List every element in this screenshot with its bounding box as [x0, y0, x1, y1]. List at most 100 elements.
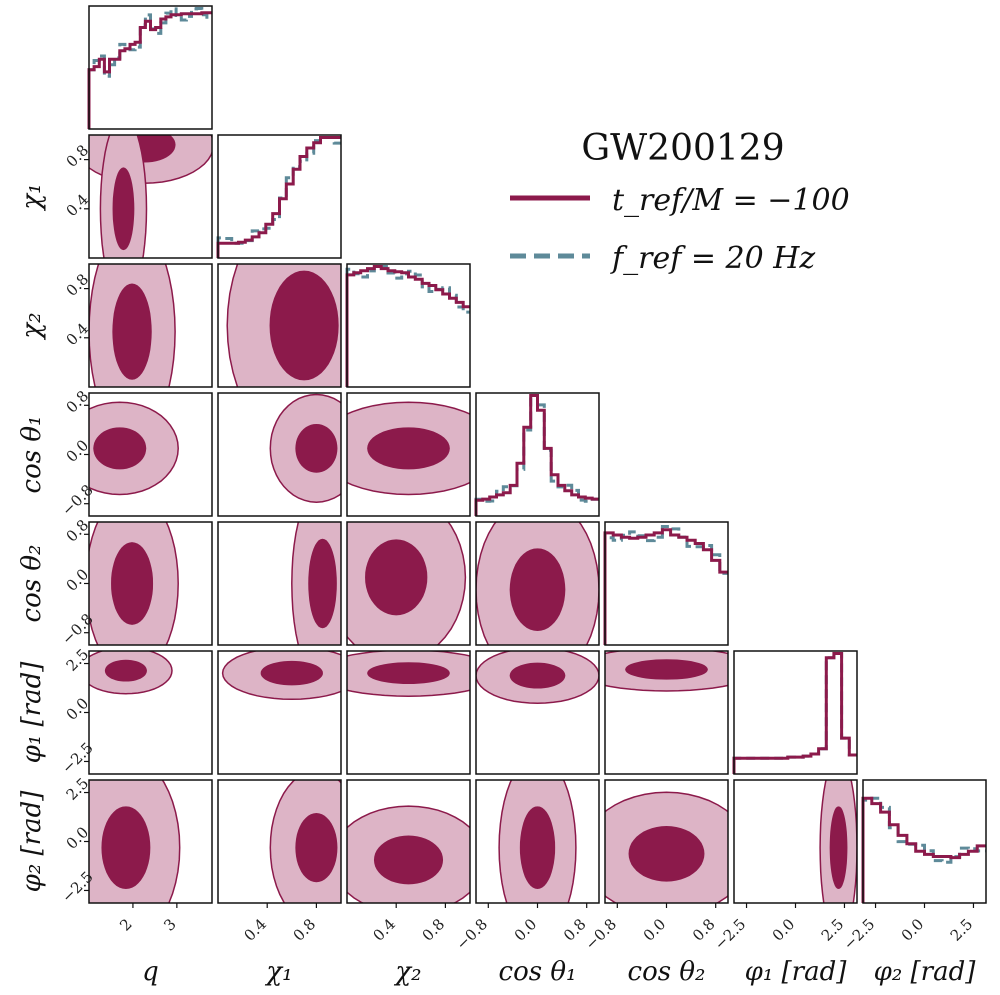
panel-frame: [475, 650, 600, 775]
ylabel-cos_theta2: cos θ₂: [17, 545, 47, 623]
ytick-cos_theta2: 0.8: [63, 516, 93, 546]
panel-phi1-chi1: [217, 650, 342, 775]
ylabel-phi1: φ₁ [rad]: [17, 661, 47, 764]
ytick-phi2: 2.5: [63, 774, 93, 804]
panel-frame: [604, 521, 729, 646]
panel-cos_theta1-cos_theta1: [474, 392, 600, 517]
contour-50-cos_theta2-q-0: [111, 542, 154, 625]
panel-phi2-phi2: −2.5 0.0 2.5: [840, 779, 987, 954]
xtick-phi1: 0.0: [769, 915, 799, 945]
panel-frame: [217, 779, 342, 904]
hist-tref-phi2: [861, 796, 986, 903]
panel-frame: [217, 521, 342, 646]
panel-frame: [217, 134, 342, 259]
panel-frame: [346, 650, 471, 775]
contour-50-phi2-phi1-0: [829, 806, 848, 889]
xtick-q: 2: [116, 915, 135, 934]
contour-50-cos_theta2-cos_theta1-0: [509, 548, 566, 631]
xtick-q: 3: [160, 915, 179, 934]
hist-tref-chi2: [345, 265, 470, 387]
panel-frame: [346, 392, 471, 517]
panel-cos_theta2-chi1: [217, 521, 342, 646]
panel-phi1-phi1: [732, 650, 858, 775]
panel-cos_theta2-chi2: [346, 521, 471, 646]
panel-cos_theta1-chi2: [346, 392, 471, 517]
panel-frame: [88, 134, 213, 259]
panel-phi2-chi1: 0.4 0.8: [217, 779, 342, 945]
legend: GW200129 t_ref/M = −100 f_ref = 20 Hz: [510, 128, 850, 276]
xtick-chi2: 0.4: [369, 915, 399, 945]
hist-tref-phi1: [732, 652, 857, 774]
ytick-chi2: 0.4: [63, 319, 93, 349]
ylabel-cos_theta1: cos θ₁: [17, 416, 47, 494]
contour-50-cos_theta1-chi1-0: [295, 423, 338, 473]
contour-50-chi2-chi1-1: [269, 270, 339, 381]
xlabel-phi2: φ₂ [rad]: [874, 957, 977, 987]
xtick-phi2: −2.5: [840, 915, 878, 953]
panel-frame: [217, 263, 342, 388]
corner-panels: 0.40.80.40.8−0.80.00.8−0.80.00.8−2.50.02…: [58, 5, 987, 954]
panel-phi2-chi2: 0.4 0.8: [346, 779, 471, 945]
contour-50-phi2-cos_theta1-0: [519, 806, 556, 889]
ytick-chi1: 0.8: [63, 141, 93, 171]
contour-50-cos_theta1-chi2-0: [367, 427, 450, 470]
ytick-cos_theta1: 0.8: [63, 387, 93, 417]
xtick-cos_theta2: −0.8: [582, 915, 620, 953]
panel-phi1-q: −2.50.02.5: [58, 645, 213, 777]
contour-50-cos_theta2-chi2-0: [365, 539, 428, 616]
xtick-chi1: 0.4: [240, 915, 270, 945]
xtick-cos_theta1: −0.8: [453, 915, 491, 953]
panel-frame: [346, 521, 471, 646]
contour-50-phi2-cos_theta2-0: [628, 825, 705, 882]
panel-frame: [733, 650, 858, 775]
xlabel-chi2: χ₂: [393, 957, 421, 987]
panel-frame: [475, 521, 600, 646]
hist-tref-q: [87, 11, 212, 129]
panel-frame: [88, 263, 213, 388]
hist-tref-chi1: [216, 136, 341, 258]
ytick-phi1: 0.0: [63, 694, 93, 724]
panel-phi2-phi1: −2.5 0.0 2.5: [711, 779, 858, 954]
panel-chi2-chi2: [345, 263, 471, 388]
panel-phi1-cos_theta1: [475, 650, 600, 775]
panel-chi2-q: 0.4 0.8: [63, 263, 213, 388]
ytick-chi1: 0.4: [63, 190, 93, 220]
contour-50-phi1-chi2-0: [367, 662, 450, 685]
contour-50-chi2-q-0: [112, 283, 152, 380]
panel-frame: [217, 650, 342, 775]
xtick-chi2: 0.8: [419, 915, 449, 945]
panel-frame: [346, 263, 471, 388]
xlabel-cos_theta1: cos θ₁: [499, 957, 577, 987]
xlabel-chi1: χ₁: [264, 957, 292, 987]
panel-phi1-chi2: [346, 650, 471, 775]
contour-50-phi2-chi1-0: [295, 813, 338, 883]
ylabel-chi2: χ₂: [17, 312, 47, 340]
panel-chi1-chi1: [216, 134, 342, 259]
ytick-phi2: 0.0: [63, 823, 93, 853]
ytick-cos_theta1: 0.0: [63, 436, 93, 466]
panel-frame: [88, 5, 213, 130]
contour-50-phi1-q-0: [104, 659, 147, 682]
contour-50-phi2-q-0: [101, 806, 151, 889]
panel-phi2-cos_theta1: −0.8 0.0 0.8: [453, 779, 600, 954]
hist-fref-q: [87, 7, 212, 129]
panel-q-q: [87, 5, 213, 130]
panel-frame: [475, 392, 600, 517]
legend-title: GW200129: [581, 128, 784, 169]
panel-frame: [346, 779, 471, 904]
xtick-phi2: 2.5: [947, 915, 977, 945]
axis-labels: q χ₁ χ₁ χ₂ χ₂ cos θ₁ cos θ₁ cos θ₂ cos θ₂ φ₁ [rad…: [17, 183, 976, 987]
xlabel-phi1: φ₁ [rad]: [745, 957, 848, 987]
panel-cos_theta2-cos_theta2: [603, 521, 729, 646]
ytick-cos_theta2: 0.0: [63, 565, 93, 595]
hist-tref-cos_theta1: [474, 394, 599, 516]
panel-cos_theta1-chi1: [217, 392, 342, 517]
ylabel-chi1: χ₁: [17, 183, 47, 211]
contour-50-chi1-q-1: [112, 167, 135, 251]
hist-tref-cos_theta2: [603, 528, 728, 645]
panel-cos_theta2-cos_theta1: [475, 521, 600, 646]
contour-50-cos_theta1-q-0: [93, 427, 147, 470]
contour-50-phi1-chi1-0: [260, 660, 323, 686]
contour-50-phi2-chi2-0: [373, 835, 444, 885]
